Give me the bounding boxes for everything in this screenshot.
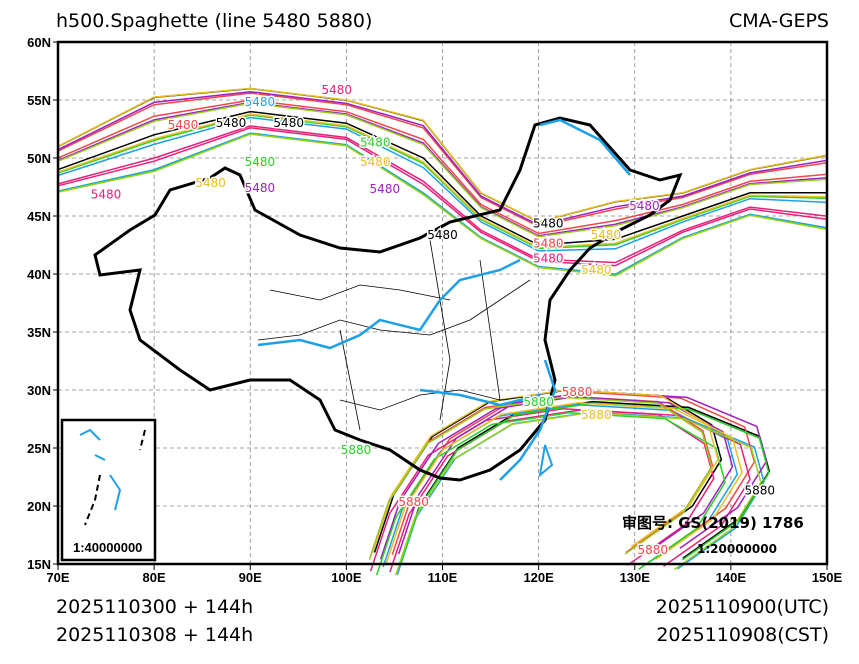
contour-label: 5480 — [91, 188, 122, 202]
contour-5880-member — [384, 402, 743, 566]
lon-tick-label: 150E — [812, 570, 843, 585]
contour-label: 5880 — [523, 395, 554, 409]
contour-5480-member — [57, 87, 828, 223]
lat-tick-label: 30N — [27, 383, 51, 398]
valid-time-cst: 2025110908(CST) — [656, 624, 829, 646]
lat-tick-label: 60N — [27, 35, 51, 50]
contour-label: 5880 — [638, 543, 669, 557]
contour-label: 5480 — [360, 155, 391, 169]
contour-label: 5480 — [245, 155, 276, 169]
lat-tick-label: 45N — [27, 209, 51, 224]
axis-ticks: 70E 80E 90E 100E 110E 120E 130E 140E 150E 60N 55N 5… — [27, 35, 842, 585]
contour-label: 5480 — [273, 116, 304, 130]
lon-tick-label: 100E — [331, 570, 362, 585]
lon-tick-label: 90E — [239, 570, 262, 585]
lon-tick-label: 120E — [523, 570, 554, 585]
contour-5880-member — [394, 412, 762, 576]
lat-tick-label: 20N — [27, 499, 51, 514]
contour-label: 5880 — [744, 483, 775, 497]
contour-5480-member — [57, 99, 828, 235]
contour-label: 5480 — [533, 236, 564, 250]
contour-5480-member — [57, 125, 828, 264]
contour-5880-member — [369, 408, 715, 572]
contour-5480-member — [57, 90, 828, 226]
contour-5880-member — [368, 396, 713, 561]
contour-label: 5480 — [168, 118, 199, 132]
contour-label: 5480 — [360, 135, 391, 149]
china-border — [93, 116, 683, 482]
contour-label: 5480 — [591, 228, 622, 242]
contour-5880-member — [382, 403, 739, 568]
contour-5480-member — [57, 92, 828, 228]
lat-tick-label: 40N — [27, 267, 51, 282]
contour-label: 5880 — [562, 385, 593, 399]
lon-tick-label: 70E — [46, 570, 69, 585]
lon-tick-label: 130E — [620, 570, 651, 585]
contour-label: 5480 — [533, 217, 564, 231]
contour-label: 5480 — [195, 176, 226, 190]
contour-label: 5880 — [581, 408, 612, 422]
contour-5880-member — [379, 396, 734, 560]
lat-tick-label: 55N — [27, 93, 51, 108]
map-scale: 1:20000000 — [697, 542, 777, 556]
lon-tick-label: 80E — [143, 570, 166, 585]
contour-label: 5480 — [629, 199, 660, 213]
lat-tick-label: 35N — [27, 325, 51, 340]
contour-label: 5880 — [341, 443, 372, 457]
contour-label: 5480 — [245, 181, 276, 195]
contour-label: 5880 — [398, 495, 429, 509]
init-time-utc: 2025110300 + 144h — [56, 596, 254, 618]
inset-map: 1:40000000 — [60, 418, 157, 562]
contour-label: 5480 — [321, 83, 352, 97]
chart-title: h500.Spaghette (line 5480 5880) — [56, 10, 373, 32]
lat-tick-label: 50N — [27, 151, 51, 166]
contour-5480-member — [57, 102, 828, 238]
contour-label: 5480 — [370, 182, 401, 196]
lat-tick-label: 15N — [27, 557, 51, 572]
contour-5480-member — [57, 133, 828, 277]
contour-5480-member — [57, 127, 828, 267]
lat-tick-label: 25N — [27, 441, 51, 456]
init-time-cst: 2025110308 + 144h — [56, 624, 254, 646]
contour-5880-member — [375, 412, 726, 576]
contour-label: 5480 — [533, 251, 564, 265]
inset-scale: 1:40000000 — [73, 540, 142, 555]
contour-label: 5480 — [245, 95, 276, 109]
contour-5480-member — [57, 114, 828, 250]
lon-tick-label: 140E — [716, 570, 747, 585]
model-name: CMA-GEPS — [728, 10, 829, 32]
contour-label: 5480 — [581, 263, 612, 277]
contour-5480-member — [57, 116, 828, 252]
contour-5480-member — [57, 113, 828, 249]
contour-label: 5480 — [216, 116, 247, 130]
map-approval-number: 审图号: GS(2019) 1786 — [622, 514, 804, 532]
contour-label: 5480 — [427, 228, 458, 242]
valid-time-utc: 2025110900(UTC) — [655, 596, 829, 618]
lon-tick-label: 110E — [428, 570, 458, 585]
